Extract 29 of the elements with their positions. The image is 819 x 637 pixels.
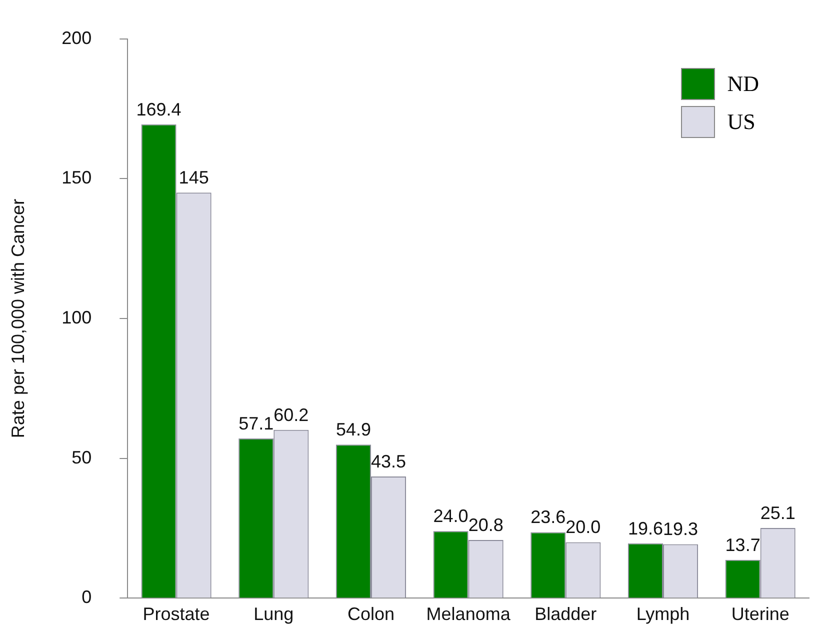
x-tick-label: Prostate (142, 604, 210, 624)
x-tick-label: Uterine (731, 604, 790, 624)
data-label: 19.6 (628, 518, 663, 538)
y-tick-label: 50 (72, 447, 92, 468)
x-tick-label: Lung (254, 604, 294, 624)
x-tick-label: Bladder (534, 604, 597, 624)
data-label: 145 (178, 168, 209, 188)
data-label: 169.4 (136, 99, 182, 120)
legend-label: ND (727, 71, 759, 97)
data-label: 23.6 (530, 507, 566, 528)
data-label: 19.3 (662, 519, 698, 540)
y-tick-label: 150 (62, 168, 92, 188)
y-tick-label: 200 (62, 28, 92, 48)
data-label: 20.8 (468, 514, 504, 535)
y-axis-title: Rate per 100,000 with Cancer (8, 198, 28, 438)
data-label: 13.7 (725, 534, 760, 555)
data-label: 57.1 (238, 413, 274, 434)
data-label: 60.2 (274, 404, 309, 425)
x-tick-label: Lymph (636, 604, 690, 624)
data-label: 43.5 (370, 452, 406, 472)
data-label: 54.9 (336, 420, 371, 440)
legend-label: US (727, 109, 756, 135)
x-tick-label: Melanoma (426, 604, 512, 624)
data-label: 24.0 (433, 506, 468, 526)
x-tick-label: Colon (347, 604, 394, 624)
data-label: 25.1 (760, 502, 796, 523)
y-tick-label: 0 (82, 587, 92, 608)
data-label: 20.0 (566, 517, 601, 538)
y-tick-label: 100 (62, 307, 92, 328)
